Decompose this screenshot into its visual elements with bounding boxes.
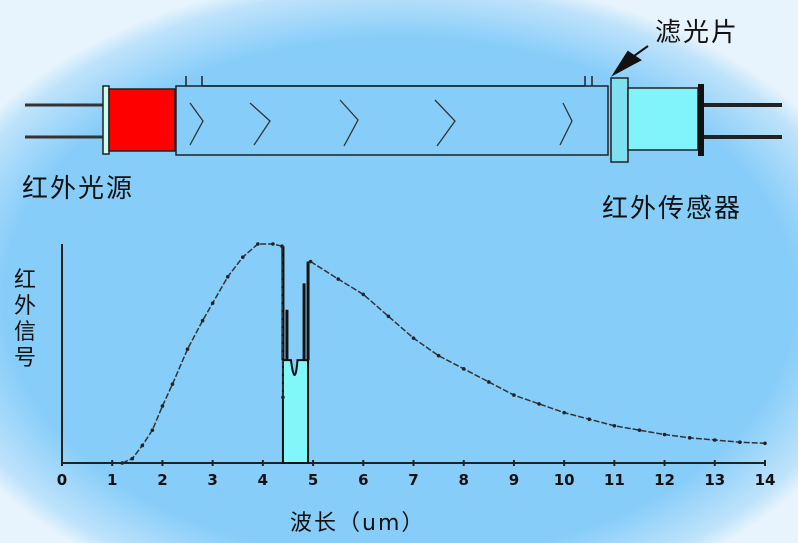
spectrum-series-1 xyxy=(310,260,766,445)
x-tick-label: 6 xyxy=(358,471,368,489)
x-axis-label: 波长（um） xyxy=(290,511,426,536)
data-point xyxy=(386,314,391,319)
data-point xyxy=(170,382,175,386)
gas-chamber-tube xyxy=(175,85,609,156)
light-rays xyxy=(189,99,573,147)
ir-source-label: 红外光源 xyxy=(22,174,135,204)
data-point xyxy=(240,255,245,259)
x-tick-label: 0 xyxy=(57,471,67,489)
x-tick-label: 4 xyxy=(258,471,268,489)
data-point xyxy=(150,428,155,432)
x-tick-label: 7 xyxy=(408,471,418,489)
data-point xyxy=(160,404,165,408)
data-point xyxy=(361,292,366,297)
x-tick-label: 14 xyxy=(755,471,776,489)
x-tick-label: 10 xyxy=(554,471,575,489)
spectrum-chart: 0 1 2 3 4 5 6 7 8 9 10 11 12 13 14 xyxy=(57,242,776,489)
x-tick-label: 9 xyxy=(509,471,519,489)
data-point xyxy=(562,410,566,415)
data-point xyxy=(587,417,592,422)
x-tick-label: 1 xyxy=(107,471,117,489)
data-point xyxy=(225,275,230,279)
data-point xyxy=(130,456,135,461)
data-point xyxy=(308,259,313,264)
data-point xyxy=(411,336,416,340)
data-point xyxy=(120,461,125,465)
data-point xyxy=(712,438,717,442)
filter xyxy=(610,77,629,163)
ir-sensor-label: 红外传感器 xyxy=(602,194,743,224)
ir-sensor-block xyxy=(627,87,699,151)
ir-source-block xyxy=(108,88,176,152)
x-tick-label: 12 xyxy=(654,471,675,489)
data-point xyxy=(200,318,205,323)
data-point xyxy=(662,432,667,437)
spectrum-series-0 xyxy=(121,243,284,464)
data-point xyxy=(271,242,275,246)
absorption-band xyxy=(281,359,310,464)
x-tick-label: 5 xyxy=(308,471,318,489)
data-point xyxy=(687,436,692,440)
data-point xyxy=(256,242,260,246)
y-axis-label: 红外信号 xyxy=(14,268,39,371)
source-flange xyxy=(102,85,110,155)
data-point xyxy=(140,443,145,448)
data-point xyxy=(612,423,617,428)
absorption-lines xyxy=(281,246,310,361)
sensor-flange xyxy=(698,84,704,156)
x-tick-label: 13 xyxy=(704,471,725,489)
x-tick-label: 8 xyxy=(458,471,468,489)
data-point xyxy=(280,244,284,248)
gas-inlet xyxy=(185,76,593,87)
filter-arrow-icon xyxy=(611,45,649,77)
data-point xyxy=(738,440,742,444)
data-point xyxy=(210,301,215,305)
data-point xyxy=(512,393,516,397)
x-tick-label: 2 xyxy=(157,471,167,489)
x-tick-label: 11 xyxy=(604,471,625,489)
data-point xyxy=(461,367,466,371)
filter-label: 滤光片 xyxy=(655,18,740,48)
data-point xyxy=(637,428,642,432)
data-point xyxy=(436,353,441,358)
data-point xyxy=(336,277,340,281)
x-tick-label: 3 xyxy=(207,471,217,489)
data-point xyxy=(185,347,190,351)
data-point xyxy=(281,395,285,400)
data-point xyxy=(537,402,541,406)
sensor-wires xyxy=(704,103,782,139)
data-point xyxy=(763,441,767,446)
data-point xyxy=(487,380,491,384)
source-wires xyxy=(25,103,105,139)
